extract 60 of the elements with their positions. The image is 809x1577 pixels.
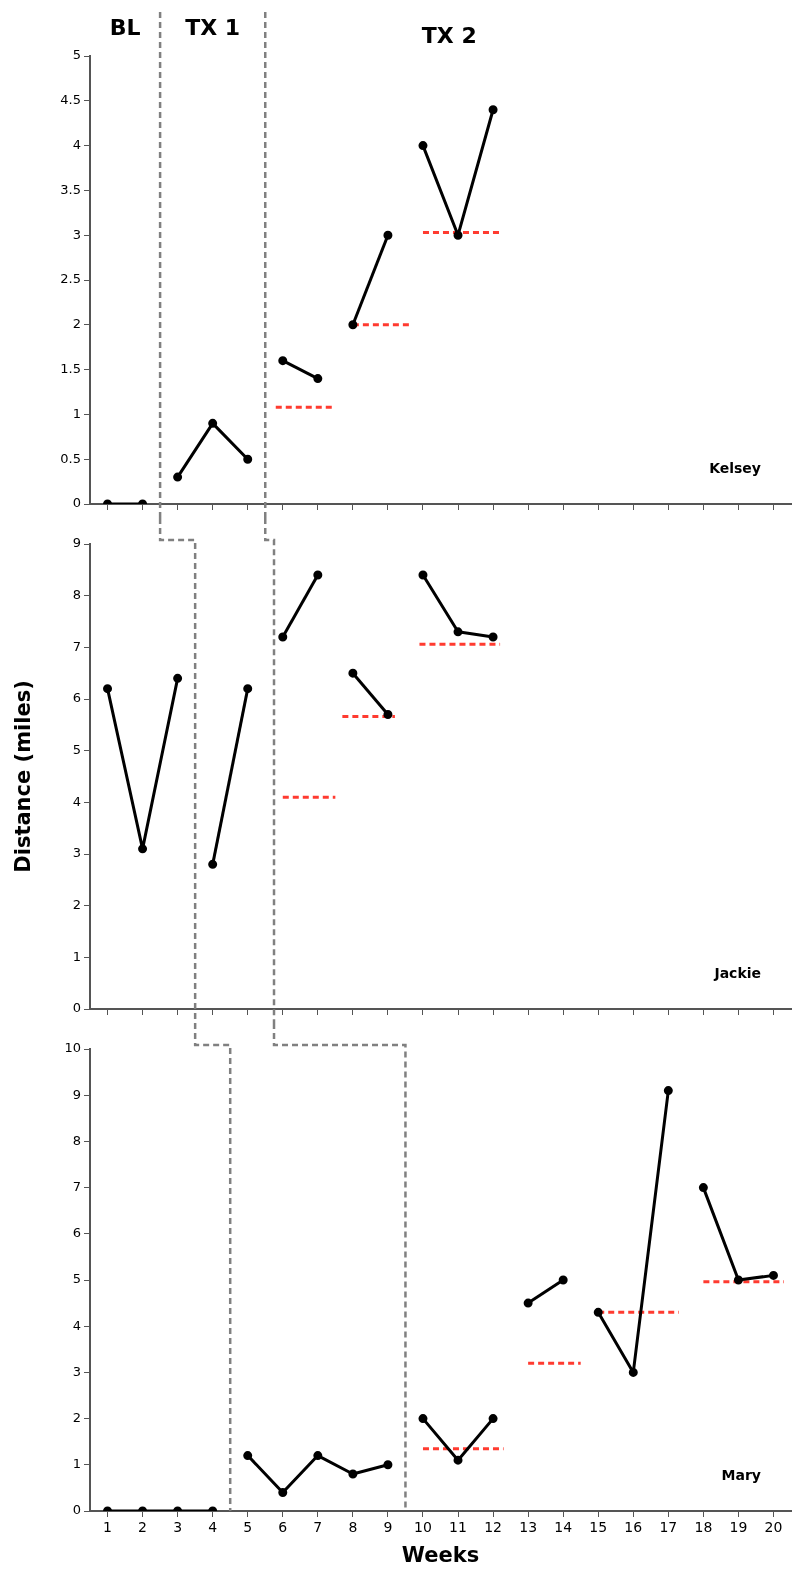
y-tick-label: 1 bbox=[72, 1456, 81, 1472]
y-tick-label: 8 bbox=[72, 587, 81, 603]
x-tick-label: 7 bbox=[313, 1519, 323, 1536]
y-tick-label: 9 bbox=[72, 1086, 81, 1102]
x-tick-label: 6 bbox=[278, 1519, 288, 1536]
y-tick-label: 9 bbox=[72, 535, 81, 551]
y-tick-label: 10 bbox=[64, 1040, 81, 1056]
text: TX 2 bbox=[421, 22, 477, 48]
x-tick-label: 16 bbox=[624, 1519, 643, 1536]
x-axis-title: Weeks bbox=[401, 1542, 480, 1567]
x-tick-label: 19 bbox=[729, 1519, 748, 1536]
text: Kelsey bbox=[709, 459, 761, 476]
x-tick-label: 20 bbox=[764, 1519, 783, 1536]
y-tick-label: 3 bbox=[72, 845, 81, 861]
y-tick-label: 4 bbox=[72, 793, 81, 809]
x-tick-label: 5 bbox=[243, 1519, 253, 1536]
x-tick-label: 4 bbox=[208, 1519, 218, 1536]
y-tick-label: 1.5 bbox=[60, 360, 81, 376]
text: Mary bbox=[721, 1466, 761, 1483]
x-tick-label: 8 bbox=[348, 1519, 358, 1536]
x-tick-label: 1 bbox=[103, 1519, 112, 1536]
y-tick-label: 2 bbox=[72, 316, 81, 332]
y-tick-label: 3.5 bbox=[60, 181, 81, 197]
x-tick-label: 3 bbox=[173, 1519, 183, 1536]
y-tick-label: 0.5 bbox=[60, 450, 81, 466]
text: Jackie bbox=[713, 964, 761, 981]
y-tick-label: 0 bbox=[72, 495, 81, 511]
x-tick-label: 14 bbox=[554, 1519, 573, 1536]
y-tick-label: 2 bbox=[72, 897, 81, 913]
y-tick-label: 4 bbox=[72, 1317, 81, 1333]
y-tick-label: 7 bbox=[72, 1178, 81, 1194]
x-tick-label: 11 bbox=[449, 1519, 467, 1536]
y-tick-label: 3 bbox=[72, 1363, 81, 1379]
y-tick-label: 3 bbox=[72, 226, 81, 242]
y-tick-label: 4 bbox=[72, 136, 81, 152]
y-tick-label: 2.5 bbox=[60, 271, 81, 287]
y-tick-label: 5 bbox=[72, 742, 81, 758]
y-tick-label: 6 bbox=[72, 690, 81, 706]
y-axis-title: Distance (miles) bbox=[11, 680, 36, 873]
y-tick-label: 6 bbox=[72, 1225, 81, 1241]
y-tick-label: 0 bbox=[72, 1502, 81, 1518]
y-tick-label: 8 bbox=[72, 1132, 81, 1148]
text: TX 1 bbox=[185, 14, 241, 40]
y-tick-label: 4.5 bbox=[60, 92, 81, 108]
y-tick-label: 5 bbox=[72, 47, 81, 63]
x-tick-label: 18 bbox=[694, 1519, 713, 1536]
x-tick-label: 17 bbox=[659, 1519, 678, 1536]
y-tick-label: 2 bbox=[72, 1409, 81, 1425]
x-tick-label: 10 bbox=[414, 1519, 432, 1536]
x-tick-label: 15 bbox=[589, 1519, 608, 1536]
y-tick-label: 5 bbox=[72, 1271, 81, 1287]
y-tick-label: 1 bbox=[72, 948, 81, 964]
x-tick-label: 13 bbox=[519, 1519, 538, 1536]
x-tick-label: 2 bbox=[138, 1519, 148, 1536]
y-tick-label: 7 bbox=[72, 638, 81, 654]
text: BL bbox=[109, 14, 141, 40]
x-tick-label: 9 bbox=[383, 1519, 393, 1536]
y-tick-label: 0 bbox=[72, 1000, 81, 1016]
x-tick-label: 12 bbox=[484, 1519, 502, 1536]
y-tick-label: 1 bbox=[72, 405, 81, 421]
